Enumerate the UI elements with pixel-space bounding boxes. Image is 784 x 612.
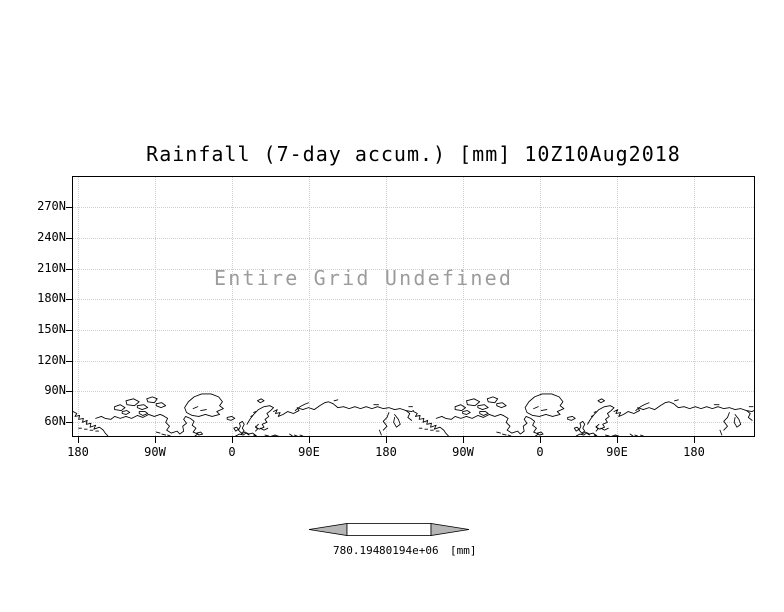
y-tick	[66, 207, 72, 208]
colorbar-unit-label: [mm]	[450, 544, 477, 557]
x-gridline	[155, 177, 156, 436]
y-gridline	[73, 269, 754, 270]
y-axis-label: 120N	[37, 353, 66, 367]
x-tick	[540, 437, 541, 443]
y-tick	[66, 238, 72, 239]
plot-title: Rainfall (7-day accum.) [mm] 10Z10Aug201…	[146, 142, 681, 166]
coastline-map	[73, 393, 754, 436]
x-tick	[155, 437, 156, 443]
y-gridline	[73, 299, 754, 300]
y-axis-label: 270N	[37, 199, 66, 213]
x-tick	[463, 437, 464, 443]
y-gridline	[73, 361, 754, 362]
undefined-grid-message: Entire Grid Undefined	[214, 266, 514, 290]
x-axis-label: 0	[536, 445, 544, 459]
x-gridline	[617, 177, 618, 436]
x-gridline	[694, 177, 695, 436]
x-gridline	[463, 177, 464, 436]
y-axis-label: 240N	[37, 230, 66, 244]
colorbar-right-label: 80194e+06	[379, 544, 439, 557]
y-axis-label: 210N	[37, 261, 66, 275]
x-axis-label: 90W	[452, 445, 474, 459]
y-tick	[66, 391, 72, 392]
x-tick	[617, 437, 618, 443]
colorbar	[308, 523, 470, 536]
y-gridline	[73, 422, 754, 423]
x-axis-label: 90E	[298, 445, 320, 459]
y-axis-label: 150N	[37, 322, 66, 336]
x-tick	[694, 437, 695, 443]
x-axis-label: 180	[375, 445, 397, 459]
y-tick	[66, 361, 72, 362]
plot-frame	[72, 176, 755, 437]
coastline-cycle-1	[73, 393, 414, 436]
coastline-cycle-2	[413, 393, 754, 436]
x-axis-label: 90W	[144, 445, 166, 459]
x-axis-label: 180	[683, 445, 705, 459]
x-gridline	[309, 177, 310, 436]
y-axis-label: 90N	[44, 383, 66, 397]
x-tick	[309, 437, 310, 443]
colorbar-left-arrow-icon	[308, 523, 348, 536]
y-gridline	[73, 207, 754, 208]
y-tick	[66, 299, 72, 300]
colorbar-left-label: 780.194	[333, 544, 380, 557]
x-axis-label: 180	[67, 445, 89, 459]
y-axis-label: 60N	[44, 414, 66, 428]
y-gridline	[73, 238, 754, 239]
x-gridline	[540, 177, 541, 436]
x-axis-label: 90E	[606, 445, 628, 459]
x-gridline	[78, 177, 79, 436]
x-tick	[386, 437, 387, 443]
x-tick	[78, 437, 79, 443]
y-tick	[66, 330, 72, 331]
x-axis-label: 0	[228, 445, 236, 459]
colorbar-right-arrow-icon	[430, 523, 470, 536]
y-tick	[66, 269, 72, 270]
y-axis-label: 180N	[37, 291, 66, 305]
x-tick	[232, 437, 233, 443]
y-tick	[66, 422, 72, 423]
colorbar-box	[346, 523, 432, 536]
y-gridline	[73, 330, 754, 331]
y-gridline	[73, 391, 754, 392]
x-gridline	[232, 177, 233, 436]
x-gridline	[386, 177, 387, 436]
